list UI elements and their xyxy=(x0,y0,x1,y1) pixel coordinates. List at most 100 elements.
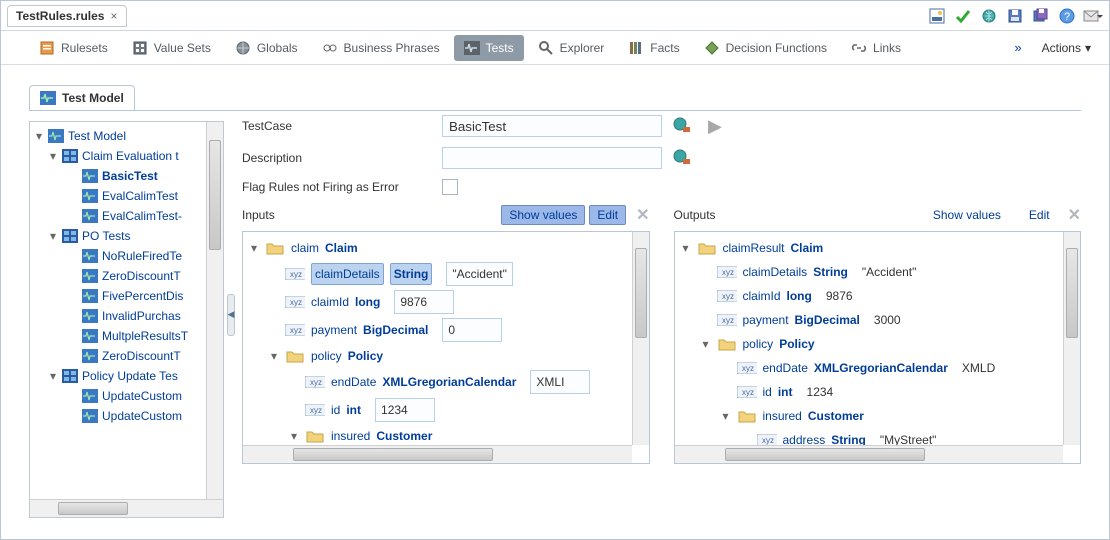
mail-dropdown-icon[interactable] xyxy=(1083,6,1103,26)
outputs-close-icon[interactable]: ✕ xyxy=(1068,205,1081,225)
property-twisty-icon[interactable]: ▾ xyxy=(249,238,259,258)
tree-item[interactable]: BasicTest xyxy=(34,166,221,186)
property-type[interactable]: XMLGregorianCalendar xyxy=(814,358,948,378)
testcase-input[interactable] xyxy=(442,115,662,137)
tree-item-label[interactable]: UpdateCustom xyxy=(102,388,182,404)
inputs-close-icon[interactable]: ✕ xyxy=(636,205,649,225)
nav-item-value-sets[interactable]: Value Sets xyxy=(122,35,221,61)
property-name[interactable]: claimDetails xyxy=(743,262,808,282)
tree-twisty-icon[interactable]: ▾ xyxy=(34,128,44,144)
tree-item[interactable]: FivePercentDis xyxy=(34,286,221,306)
property-type[interactable]: int xyxy=(778,382,793,402)
nav-item-links[interactable]: Links xyxy=(841,35,911,61)
tree-vertical-scrollbar[interactable] xyxy=(206,122,223,499)
property-name[interactable]: policy xyxy=(311,346,342,366)
help-icon[interactable]: ? xyxy=(1057,6,1077,26)
property-name[interactable]: payment xyxy=(743,310,789,330)
tree-item-label[interactable]: Test Model xyxy=(68,128,126,144)
property-type[interactable]: long xyxy=(355,292,380,312)
property-name[interactable]: insured xyxy=(331,426,370,445)
property-name[interactable]: claimDetails xyxy=(311,263,384,285)
property-type[interactable]: String xyxy=(813,262,848,282)
property-name[interactable]: claimId xyxy=(743,286,781,306)
property-name[interactable]: claimResult xyxy=(723,238,785,258)
inputs-edit-link[interactable]: Edit xyxy=(589,205,626,225)
splitter-handle-icon[interactable]: ◀ xyxy=(227,294,235,336)
tree-item-label[interactable]: InvalidPurchas xyxy=(102,308,181,324)
property-name[interactable]: insured xyxy=(763,406,802,426)
tree-item-label[interactable]: FivePercentDis xyxy=(102,288,183,304)
tree-item-label[interactable]: NoRuleFiredTe xyxy=(102,248,182,264)
tree-item[interactable]: ZeroDiscountT xyxy=(34,346,221,366)
property-twisty-icon[interactable]: ▾ xyxy=(289,426,299,445)
run-button[interactable]: ▶ xyxy=(708,116,722,137)
nav-item-business-phrases[interactable]: Business Phrases xyxy=(312,35,450,61)
image-icon[interactable] xyxy=(927,6,947,26)
property-twisty-icon[interactable]: ▾ xyxy=(701,334,711,354)
tree-item[interactable]: MultpleResultsT xyxy=(34,326,221,346)
close-icon[interactable]: × xyxy=(110,9,117,23)
property-name[interactable]: address xyxy=(783,430,826,445)
tree-item-label[interactable]: BasicTest xyxy=(102,168,158,184)
tree-item-label[interactable]: ZeroDiscountT xyxy=(102,348,181,364)
tree-twisty-icon[interactable]: ▾ xyxy=(48,368,58,384)
tree-item-label[interactable]: UpdateCustom xyxy=(102,408,182,424)
testcase-edit-icon[interactable] xyxy=(672,116,692,136)
actions-menu[interactable]: Actions ▾ xyxy=(1034,37,1099,59)
tree-item[interactable]: ▾PO Tests xyxy=(34,226,221,246)
property-type[interactable]: Customer xyxy=(376,426,432,445)
property-twisty-icon[interactable]: ▾ xyxy=(269,346,279,366)
tree-item[interactable]: InvalidPurchas xyxy=(34,306,221,326)
property-value[interactable]: "Accident" xyxy=(446,262,513,286)
tree-item-label[interactable]: MultpleResultsT xyxy=(102,328,188,344)
property-twisty-icon[interactable]: ▾ xyxy=(721,406,731,426)
property-name[interactable]: endDate xyxy=(331,372,376,392)
property-type[interactable]: BigDecimal xyxy=(363,320,428,340)
globe-refresh-icon[interactable] xyxy=(979,6,999,26)
tree-item-label[interactable]: ZeroDiscountT xyxy=(102,268,181,284)
property-type[interactable]: Policy xyxy=(348,346,383,366)
property-type[interactable]: BigDecimal xyxy=(795,310,860,330)
property-type[interactable]: String xyxy=(390,263,433,285)
property-value[interactable]: 1234 xyxy=(375,398,435,422)
property-type[interactable]: Customer xyxy=(808,406,864,426)
description-input[interactable] xyxy=(442,147,662,169)
property-type[interactable]: String xyxy=(831,430,866,445)
nav-item-facts[interactable]: Facts xyxy=(618,35,689,61)
property-name[interactable]: claimId xyxy=(311,292,349,312)
outputs-show-values-link[interactable]: Show values xyxy=(925,205,1009,225)
tree-item[interactable]: ZeroDiscountT xyxy=(34,266,221,286)
property-value[interactable]: 9876 xyxy=(394,290,454,314)
tree-item-label[interactable]: Policy Update Tes xyxy=(82,368,178,384)
nav-item-globals[interactable]: Globals xyxy=(225,35,308,61)
inputs-horizontal-scrollbar[interactable] xyxy=(243,445,632,463)
outputs-vertical-scrollbar[interactable] xyxy=(1063,232,1080,445)
property-name[interactable]: claim xyxy=(291,238,319,258)
tree-item[interactable]: UpdateCustom xyxy=(34,386,221,406)
tree-item-label[interactable]: EvalCalimTest xyxy=(102,188,178,204)
nav-item-decision-functions[interactable]: Decision Functions xyxy=(694,35,837,61)
tree-item[interactable]: ▾ Test Model xyxy=(34,126,221,146)
property-twisty-icon[interactable]: ▾ xyxy=(681,238,691,258)
property-name[interactable]: payment xyxy=(311,320,357,340)
property-name[interactable]: endDate xyxy=(763,358,808,378)
tree-item-label[interactable]: Claim Evaluation t xyxy=(82,148,179,164)
tree-item-label[interactable]: EvalCalimTest- xyxy=(102,208,182,224)
tab-test-model[interactable]: Test Model xyxy=(29,85,135,110)
nav-item-tests[interactable]: Tests xyxy=(454,35,524,61)
flag-checkbox[interactable] xyxy=(442,179,458,195)
property-type[interactable]: XMLGregorianCalendar xyxy=(382,372,516,392)
property-name[interactable]: id xyxy=(331,400,340,420)
description-edit-icon[interactable] xyxy=(672,148,692,168)
nav-overflow-icon[interactable]: » xyxy=(1006,40,1029,55)
check-icon[interactable] xyxy=(953,6,973,26)
tree-item[interactable]: NoRuleFiredTe xyxy=(34,246,221,266)
tree-item-label[interactable]: PO Tests xyxy=(82,228,130,244)
inputs-show-values-link[interactable]: Show values xyxy=(501,205,585,225)
file-tab[interactable]: TestRules.rules × xyxy=(7,5,127,27)
property-type[interactable]: Claim xyxy=(325,238,358,258)
outputs-edit-link[interactable]: Edit xyxy=(1021,205,1058,225)
tree-twisty-icon[interactable]: ▾ xyxy=(48,148,58,164)
tree-item[interactable]: UpdateCustom xyxy=(34,406,221,426)
save-all-icon[interactable] xyxy=(1031,6,1051,26)
